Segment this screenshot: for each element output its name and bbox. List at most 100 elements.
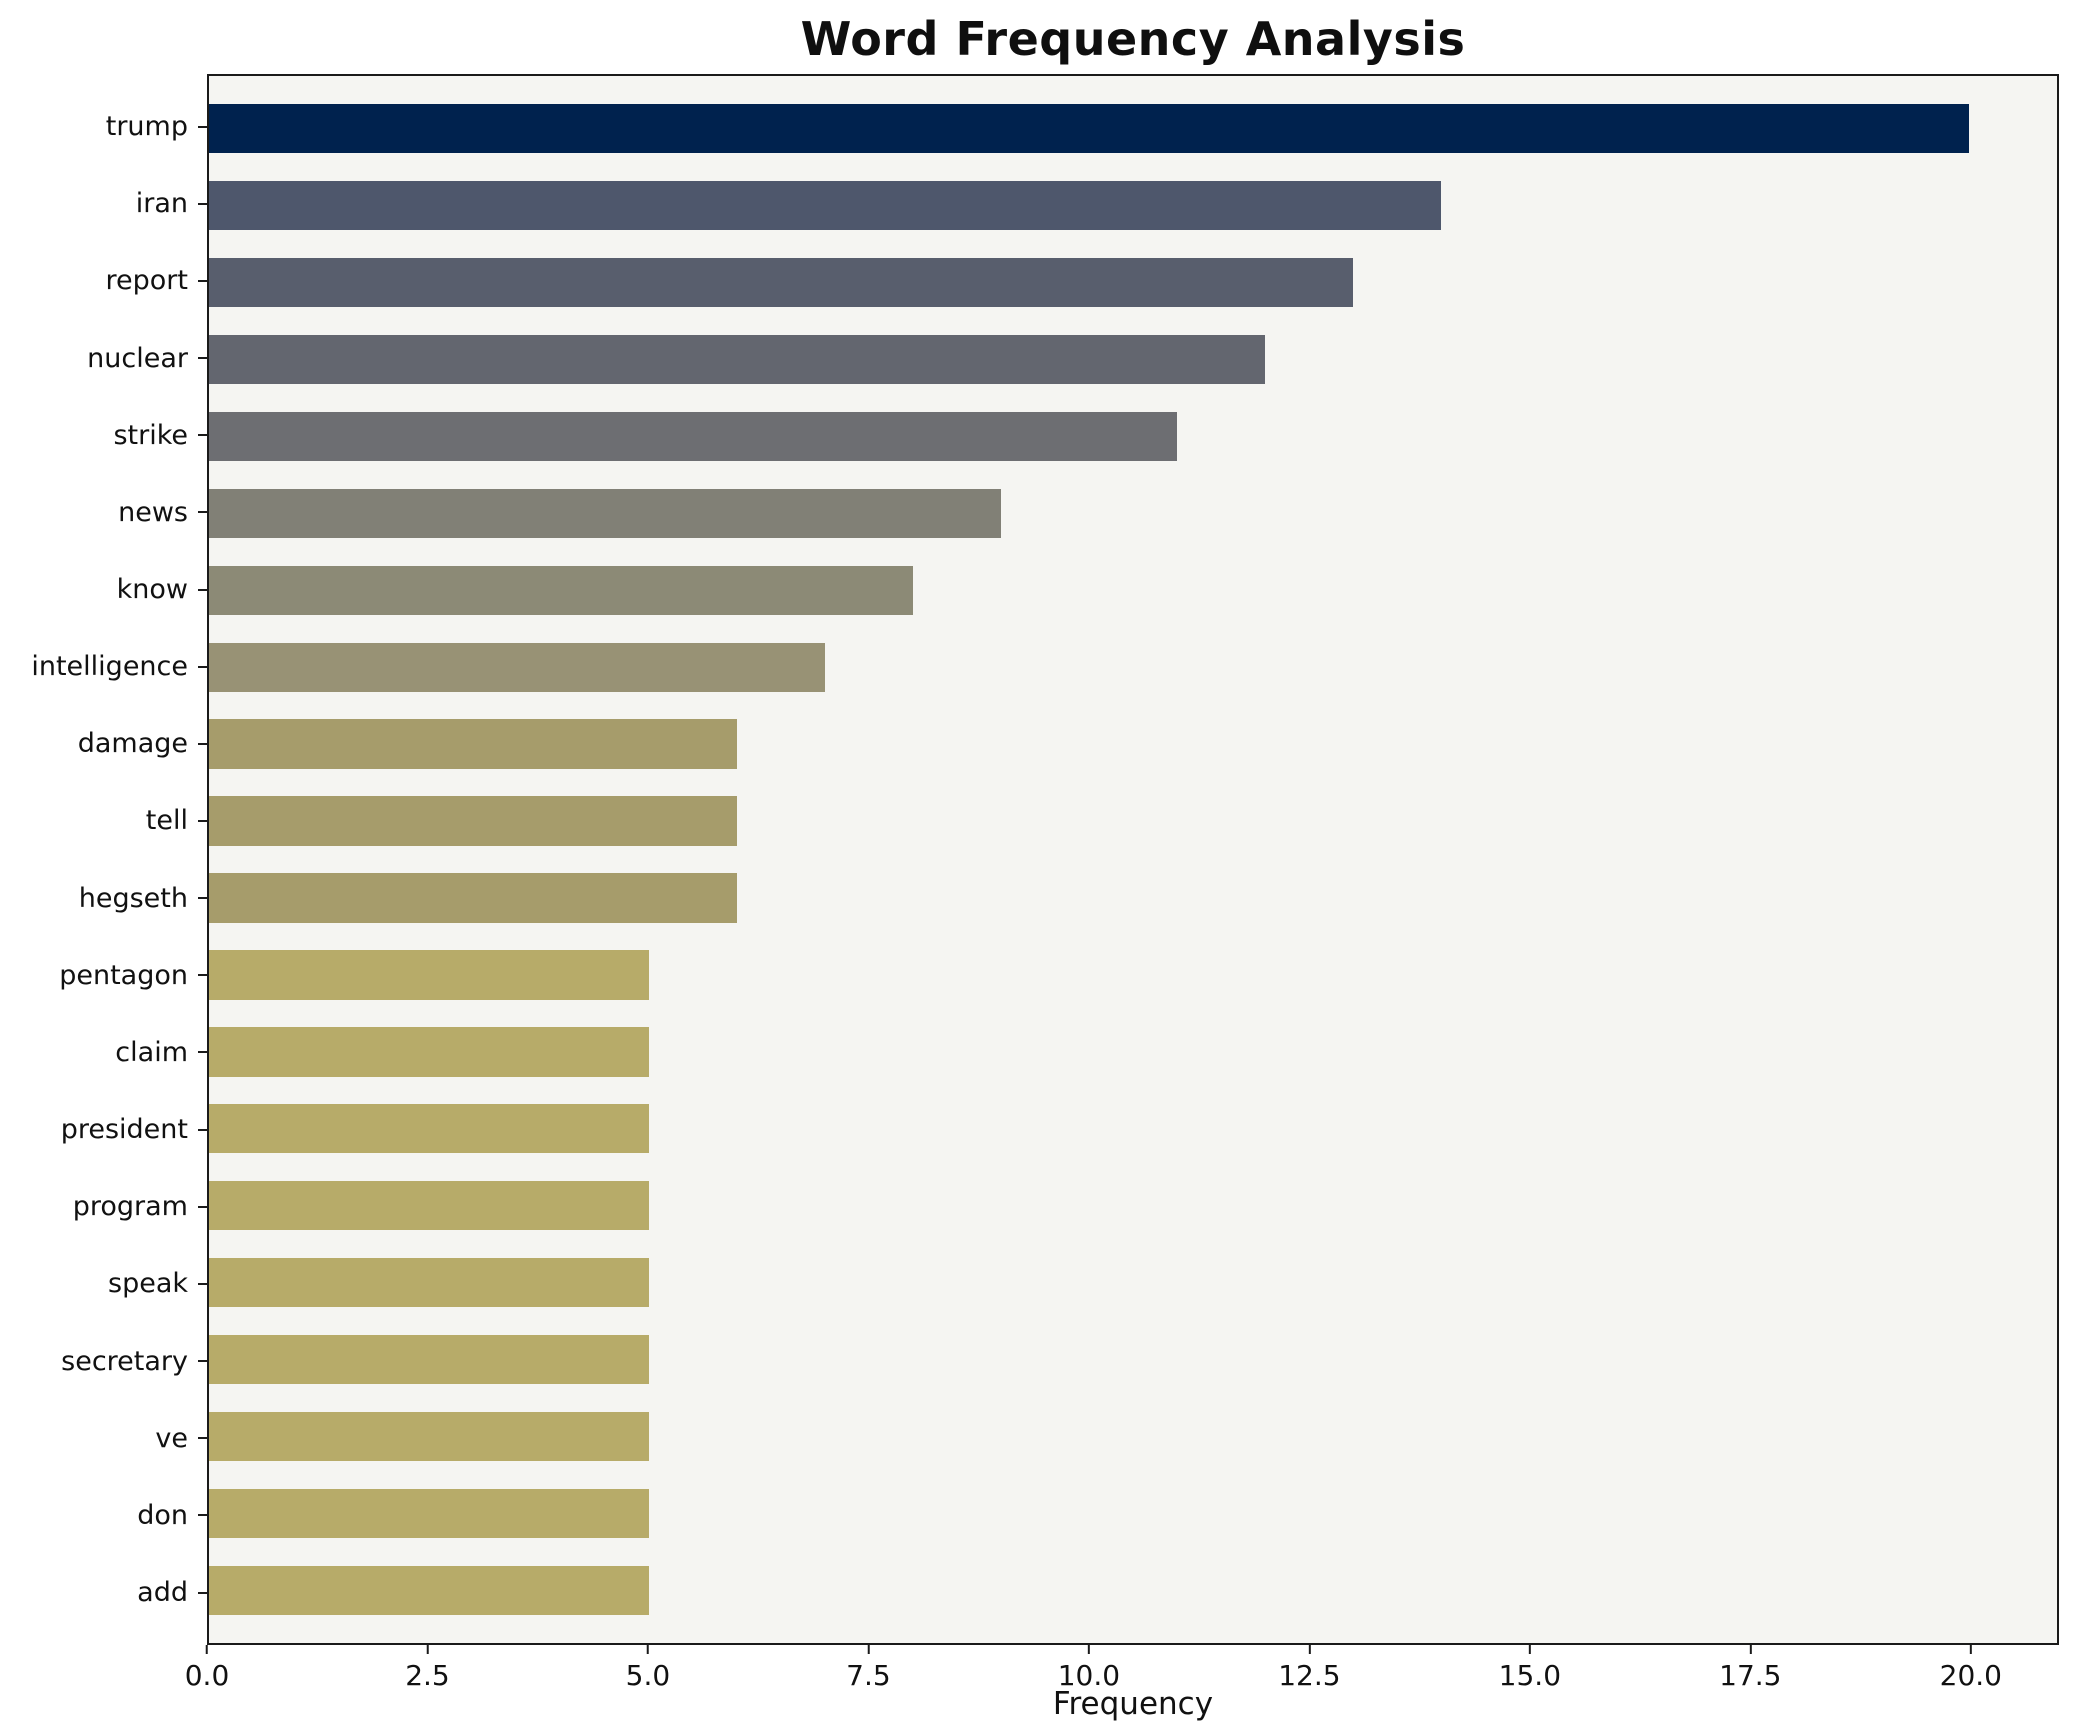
y-tick-mark xyxy=(198,1591,207,1594)
bar-row xyxy=(209,167,2057,244)
y-tick-mark xyxy=(198,125,207,128)
y-tick-mark xyxy=(198,1514,207,1517)
y-tick-label: speak xyxy=(108,1268,188,1300)
y-tick-row: damage xyxy=(0,705,207,782)
x-tick-label: 10.0 xyxy=(1057,1659,1121,1692)
y-tick-mark xyxy=(198,665,207,668)
x-tick-mark xyxy=(1087,1645,1090,1654)
bar-row xyxy=(209,552,2057,629)
bar-row xyxy=(209,936,2057,1013)
y-tick-row: tell xyxy=(0,782,207,859)
y-tick-row: secretary xyxy=(0,1323,207,1400)
bar-row xyxy=(209,90,2057,167)
bar-president xyxy=(209,1104,649,1154)
bar-row xyxy=(209,1013,2057,1090)
y-tick-row: pentagon xyxy=(0,937,207,1014)
y-tick-label: ve xyxy=(155,1422,188,1454)
y-tick-row: program xyxy=(0,1168,207,1245)
y-tick-label: don xyxy=(137,1499,188,1531)
x-tick-mark xyxy=(1528,1645,1531,1654)
y-tick-row: speak xyxy=(0,1245,207,1322)
y-axis: trump iran report nuclear strike news know inte… xyxy=(0,74,207,1645)
y-tick-row: strike xyxy=(0,397,207,474)
x-tick-label: 2.5 xyxy=(405,1659,450,1692)
y-tick-row: add xyxy=(0,1554,207,1631)
bar-claim xyxy=(209,1027,649,1077)
y-tick-row: don xyxy=(0,1477,207,1554)
y-tick-mark xyxy=(198,1282,207,1285)
y-tick-mark xyxy=(198,357,207,360)
x-tick-label: 0.0 xyxy=(184,1659,230,1692)
x-tick-mark xyxy=(1749,1645,1752,1654)
y-tick-label: news xyxy=(118,496,188,528)
bar-row xyxy=(209,321,2057,398)
x-tick: 20.0 xyxy=(1940,1645,2002,1692)
bar-row xyxy=(209,244,2057,321)
bar-intelligence xyxy=(209,642,825,692)
x-tick-label: 15.0 xyxy=(1498,1659,1562,1692)
bar-speak xyxy=(209,1258,649,1308)
y-tick-label: nuclear xyxy=(87,342,188,374)
bar-damage xyxy=(209,719,737,769)
bar-row xyxy=(209,398,2057,475)
bar-trump xyxy=(209,103,1969,154)
y-tick-row: report xyxy=(0,242,207,319)
y-tick-label: president xyxy=(60,1114,188,1146)
y-tick-mark xyxy=(198,742,207,745)
y-tick-mark xyxy=(198,1360,207,1363)
y-tick-mark xyxy=(198,588,207,591)
x-tick-mark xyxy=(1969,1645,1972,1654)
x-tick: 5.0 xyxy=(625,1645,671,1692)
y-tick-label: strike xyxy=(113,419,188,451)
bar-row xyxy=(209,1475,2057,1552)
y-tick-label: program xyxy=(72,1191,188,1223)
plot-area xyxy=(207,74,2059,1645)
y-tick-mark xyxy=(198,434,207,437)
y-tick-label: pentagon xyxy=(59,959,188,991)
chart-title: Word Frequency Analysis xyxy=(800,12,1466,66)
y-tick-label: secretary xyxy=(61,1345,188,1377)
y-tick-mark xyxy=(198,202,207,205)
x-tick: 15.0 xyxy=(1499,1645,1561,1692)
bar-row xyxy=(209,860,2057,937)
y-tick-mark xyxy=(198,897,207,900)
bar-ve xyxy=(209,1412,649,1462)
bar-iran xyxy=(209,180,1441,231)
bar-row xyxy=(209,1321,2057,1398)
y-tick-row: president xyxy=(0,1091,207,1168)
bar-know xyxy=(209,565,913,615)
bar-hegseth xyxy=(209,873,737,923)
x-tick-label: 17.5 xyxy=(1719,1659,1782,1692)
bar-row xyxy=(209,629,2057,706)
bar-row xyxy=(209,706,2057,783)
y-tick-label: tell xyxy=(145,805,188,837)
y-tick-label: add xyxy=(137,1577,188,1609)
bar-secretary xyxy=(209,1335,649,1385)
bar-add xyxy=(209,1565,649,1616)
y-tick-row: know xyxy=(0,551,207,628)
y-tick-label: trump xyxy=(105,111,188,143)
bar-row xyxy=(209,1167,2057,1244)
y-tick-label: intelligence xyxy=(31,651,188,683)
bar-tell xyxy=(209,796,737,846)
y-tick-label: damage xyxy=(77,728,188,760)
y-tick-mark xyxy=(198,511,207,514)
y-tick-mark xyxy=(198,279,207,282)
y-tick-mark xyxy=(198,974,207,977)
x-tick: 7.5 xyxy=(846,1645,891,1692)
y-tick-row: intelligence xyxy=(0,628,207,705)
x-tick: 17.5 xyxy=(1719,1645,1782,1692)
y-tick-mark xyxy=(198,819,207,822)
y-tick-row: hegseth xyxy=(0,860,207,937)
bar-nuclear xyxy=(209,334,1265,384)
x-tick-label: 5.0 xyxy=(625,1659,671,1692)
x-tick: 12.5 xyxy=(1278,1645,1341,1692)
y-tick-mark xyxy=(198,1437,207,1440)
y-tick-row: iran xyxy=(0,165,207,242)
y-tick-row: claim xyxy=(0,1014,207,1091)
x-tick-mark xyxy=(646,1645,649,1654)
x-axis-label: Frequency xyxy=(1052,1686,1214,1722)
x-tick-mark xyxy=(426,1645,429,1654)
x-tick-label: 7.5 xyxy=(846,1659,891,1692)
